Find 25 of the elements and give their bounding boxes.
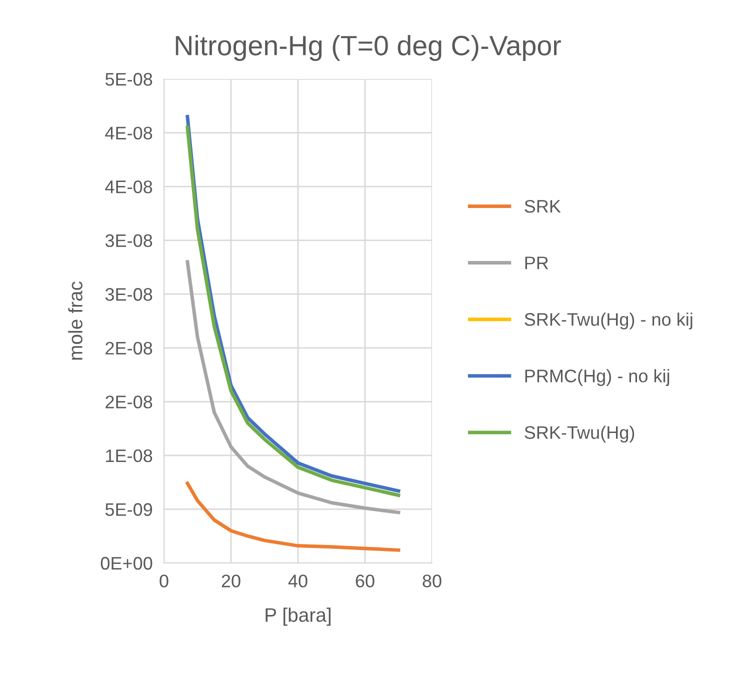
y-tick-label: 4E-08 xyxy=(105,180,152,194)
legend-label: SRK-Twu(Hg) - no kij xyxy=(524,312,692,330)
y-tick-label: 5E-09 xyxy=(105,503,152,516)
y-axis-title: mole frac xyxy=(68,282,82,360)
y-tick-label: 2E-08 xyxy=(106,396,152,408)
x-tick-label: 40 xyxy=(288,574,308,588)
y-tick-label: 2E-08 xyxy=(106,342,152,355)
x-tick-label: 0 xyxy=(160,574,168,588)
chart-title: Nitrogen-Hg (T=0 deg C)-Vapor xyxy=(176,35,561,61)
legend-label: PR xyxy=(525,256,548,270)
legend-label: PRMC(Hg) - no kij xyxy=(525,369,670,386)
y-tick-label: 5E-08 xyxy=(105,72,152,86)
legend-label: SRK-Twu(Hg) xyxy=(524,426,634,443)
line-series xyxy=(186,482,400,552)
y-tick-label: 3E-08 xyxy=(105,234,152,248)
y-tick-label: 4E-08 xyxy=(105,126,152,140)
line-series xyxy=(186,260,400,514)
x-tick-label: 80 xyxy=(422,574,442,588)
y-tick-label: 1E-08 xyxy=(106,449,152,462)
x-tick-label: 20 xyxy=(222,574,240,588)
y-tick-label: 3E-08 xyxy=(105,288,152,301)
y-tick-label: 0E+00 xyxy=(100,556,152,570)
legend-label: SRK xyxy=(524,200,561,213)
x-axis-title: P [bara] xyxy=(266,608,330,626)
x-tick-label: 60 xyxy=(356,574,374,588)
